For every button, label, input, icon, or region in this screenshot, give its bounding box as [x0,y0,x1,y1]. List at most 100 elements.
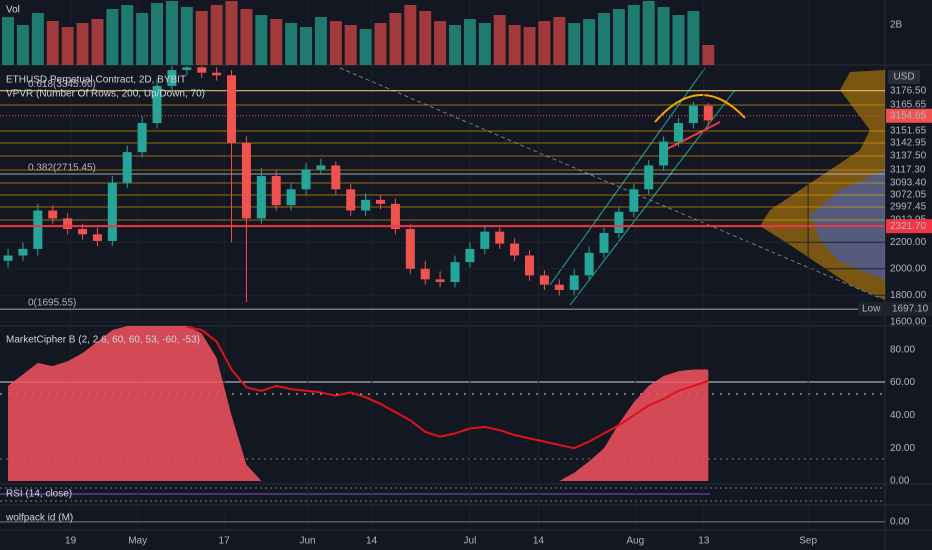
candle-body [480,231,490,249]
y-tick-label: 80.00 [890,344,915,355]
volume-bar [612,9,625,65]
candle-body [539,275,549,285]
y-tick-label: 40.00 [890,410,915,421]
volume-profile [810,170,885,280]
volume-bar [165,1,178,65]
volume-bar [657,7,670,65]
volume-bar [344,25,357,65]
candle-body [614,211,624,233]
candle-body [33,210,43,249]
x-tick-label: Aug [626,536,644,547]
last-price-badge [886,108,932,123]
candle-body [674,123,683,142]
x-tick-label: May [128,536,147,547]
y-tick-label: 60.00 [890,377,915,388]
volume-bar [523,27,536,65]
volume-bar [434,21,447,65]
volume-bar [374,23,387,65]
volume-bar [314,17,327,65]
y-tick-label: 20.00 [890,443,915,454]
candle-body [241,142,251,219]
candle-body [63,218,73,230]
volume-bar [538,21,551,65]
volume-bar [553,17,566,65]
candle-body [137,123,147,153]
x-tick-label: 17 [219,536,231,547]
candle-body [271,176,281,206]
candle-body [361,199,371,211]
volume-bar [642,1,655,65]
y-tick-label: 1800.00 [890,290,927,301]
volume-bar [151,3,164,65]
volume-bar [180,7,193,65]
x-tick-label: Jul [464,536,477,547]
volume-bar [449,25,462,65]
price-label: 2997.45 [890,202,927,213]
unit-badge [888,70,920,84]
wave-area [8,326,709,481]
x-tick-label: Sep [799,536,817,547]
candle-body [569,275,579,290]
volume-bar [493,15,506,65]
volume-bar [583,19,596,65]
candle-body [3,255,13,261]
volume-bar [359,29,372,65]
volume-bar [121,5,134,65]
arc [654,94,746,123]
candle-body [197,67,207,73]
volume-bar [61,27,74,65]
candle-body [584,252,594,276]
volume-bar [627,5,640,65]
volume-bar [31,13,44,65]
volume-bar [598,13,611,65]
low-label: 1697.10 [892,304,929,315]
volume-bar [91,19,104,65]
legend-indicator: RSI (14, close) [6,489,72,500]
candle-body [525,255,535,276]
candle-body [48,210,58,219]
legend-indicator: VPVR (Number Of Rows, 200, Up/Down, 70) [6,89,205,100]
volume-bar [404,5,417,65]
candle-body [346,189,356,211]
candle-body [78,229,88,235]
volume-bar [76,23,89,65]
candle-body [316,165,326,170]
unit-label: USD [893,72,914,83]
volume-bar [568,23,581,65]
volume-bar [329,21,342,65]
volume-bar [255,15,268,65]
price-label: 3176.50 [890,86,927,97]
candle-body [495,231,505,244]
volume-bar [195,11,208,65]
x-tick-label: 14 [533,536,545,547]
volume-bar [136,13,149,65]
candle-body [435,279,445,283]
price-label: 3093.40 [890,178,927,189]
candle-body [18,248,28,256]
volume-bar [210,5,223,65]
y-tick-label: 0.00 [890,517,910,528]
volume-bar [106,9,119,65]
candle-body [390,203,400,230]
fib-label: 0.382(2715.45) [28,163,96,174]
volume-bar [389,13,402,65]
price-label: 3165.65 [890,100,927,111]
candle-body [405,229,415,269]
x-tick-label: 19 [65,536,77,547]
price-label: 3117.30 [890,165,926,176]
volume-bar [240,9,253,65]
candle-body [599,232,609,253]
legend-title: ETHUSD Perpetual Contract, 2D, BYBIT [6,75,186,86]
volume-bar [702,45,715,65]
y-tick-label: 2000.00 [890,263,927,274]
candle-body [301,169,311,190]
last-price-label: 3154.65 [890,110,927,121]
candle-body [331,165,341,190]
wave-line [186,325,709,450]
price-label: 3072.05 [890,190,927,201]
channel-line [549,67,706,286]
candle-body [510,243,520,256]
candle-body [256,176,266,219]
volume-bar [463,19,476,65]
